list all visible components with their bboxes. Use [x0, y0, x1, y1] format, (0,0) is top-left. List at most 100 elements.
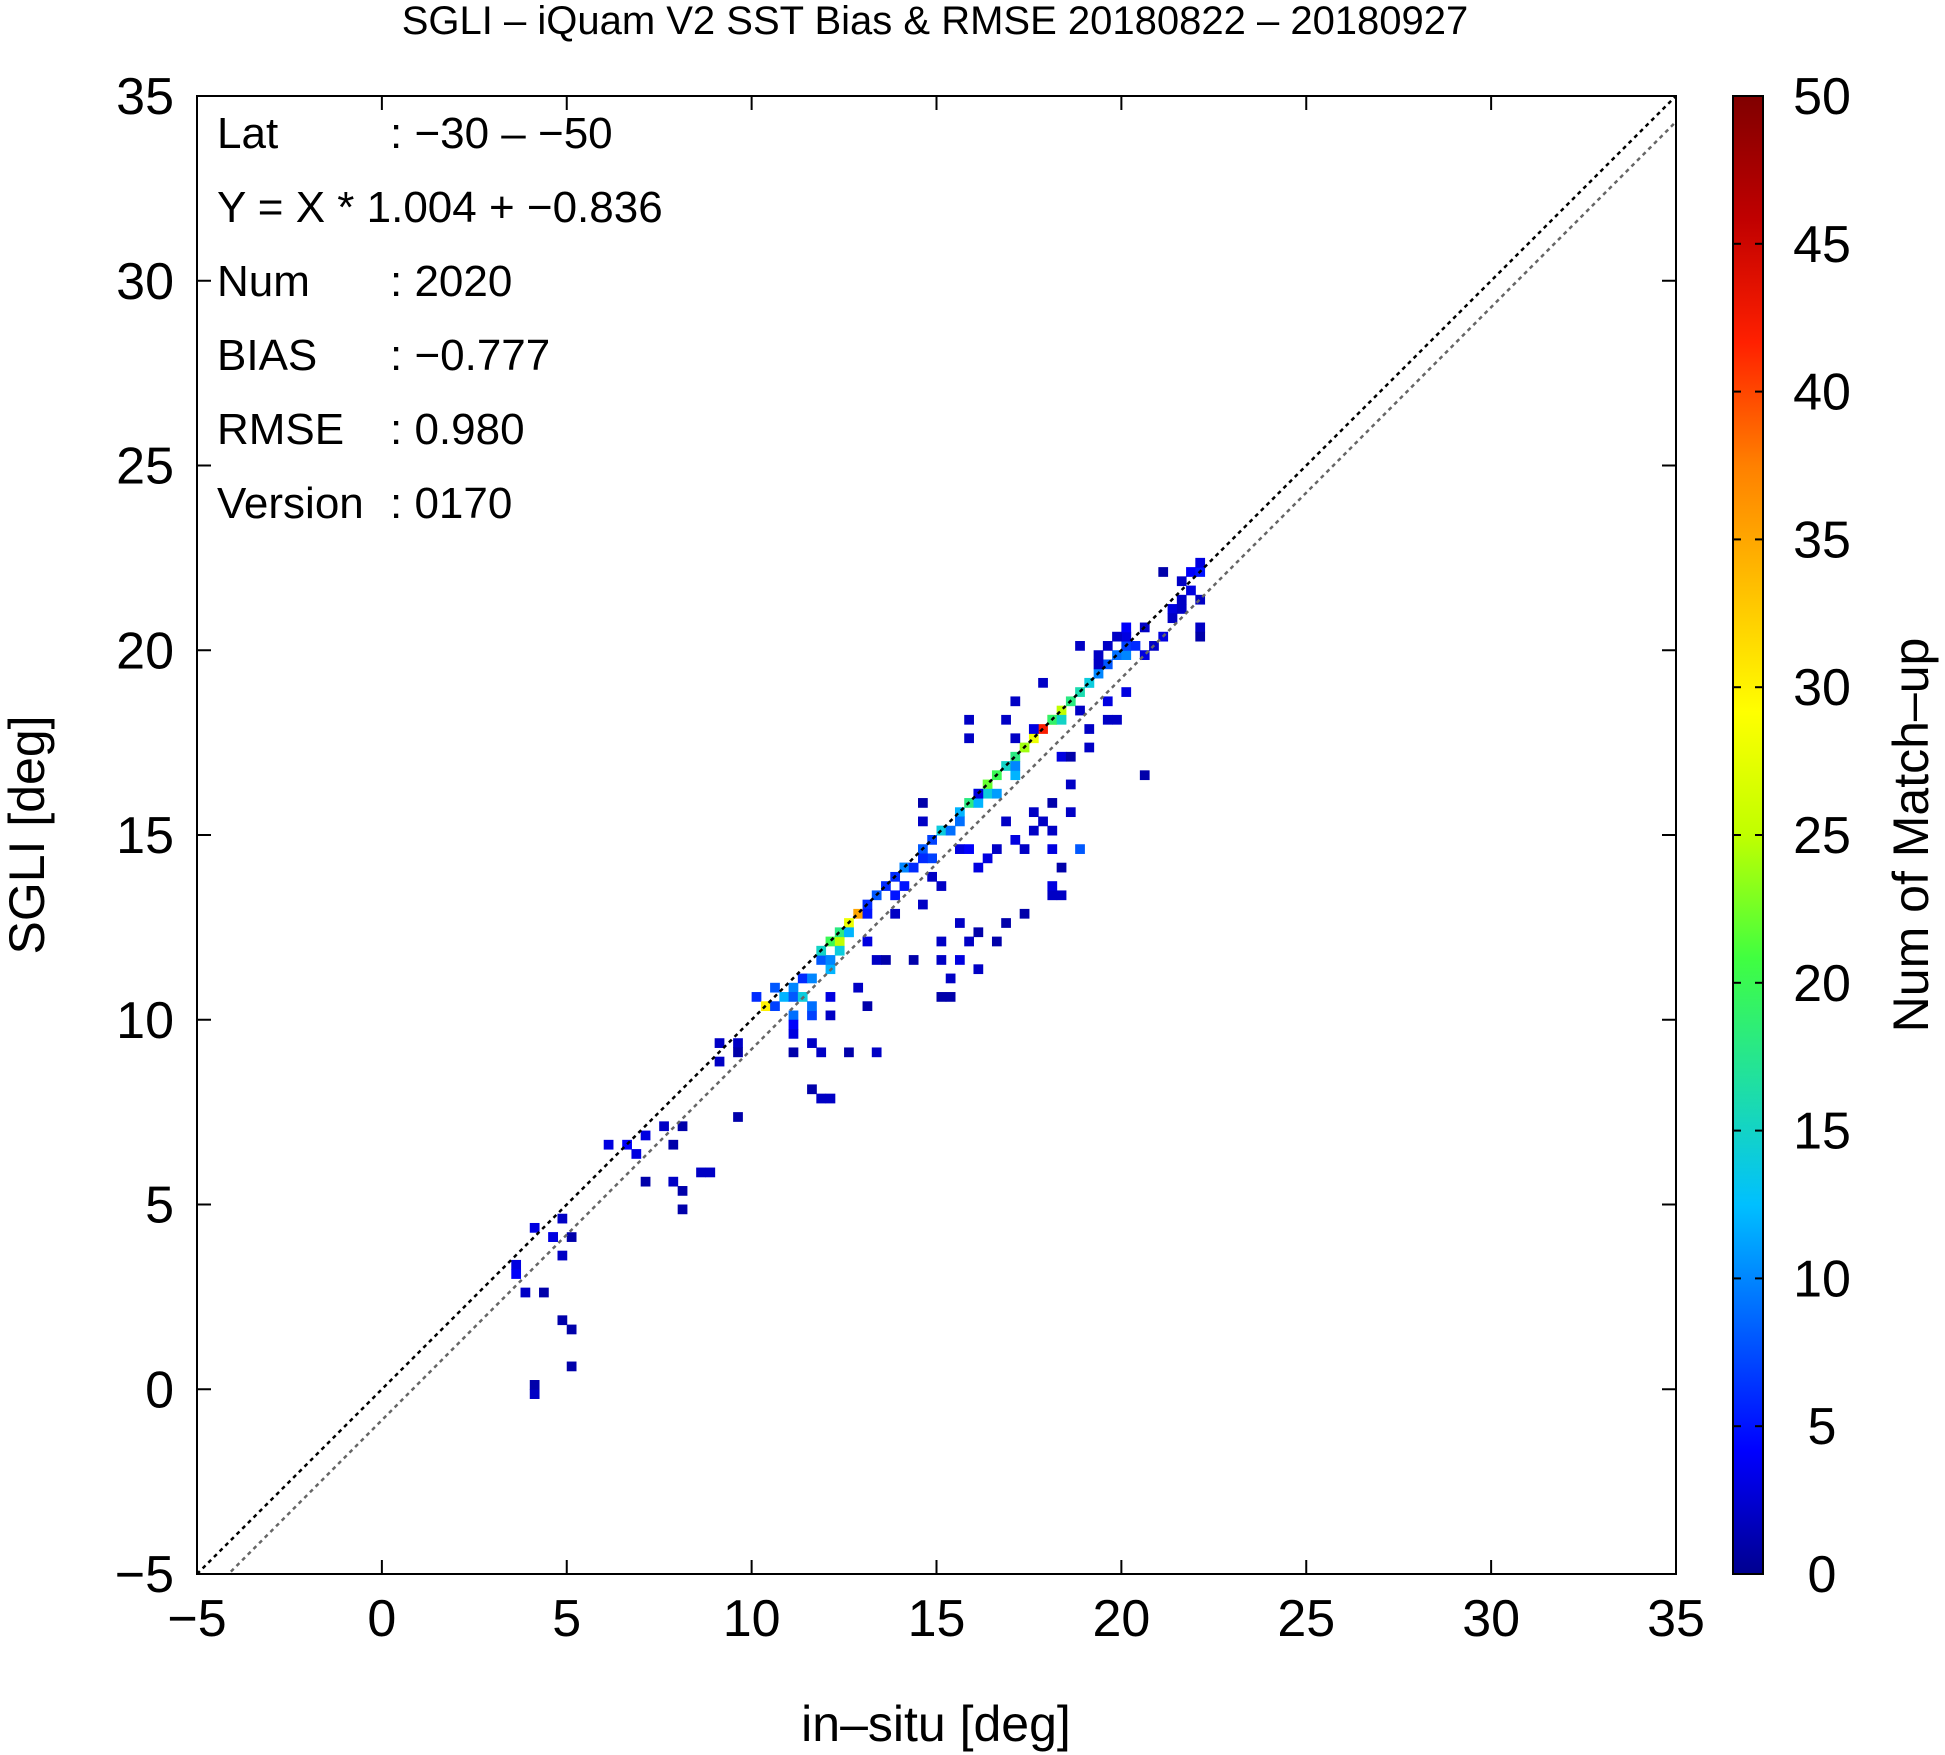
density-bin [1121, 622, 1132, 633]
x-tick-label: 10 [723, 1590, 781, 1648]
colorbar-tick-label: 35 [1793, 511, 1851, 569]
density-bin [862, 1001, 873, 1012]
density-bin [751, 992, 762, 1002]
density-bin [631, 1149, 642, 1159]
density-bin [927, 853, 937, 864]
regression-line [226, 120, 1676, 1574]
density-bin [1121, 650, 1132, 660]
density-bin [566, 1232, 577, 1242]
stat-value: : 2020 [390, 257, 512, 306]
density-bin [677, 1204, 688, 1215]
density-bin [899, 881, 910, 891]
density-bin [1047, 890, 1058, 901]
density-bin [1167, 613, 1178, 624]
density-bin [973, 927, 984, 938]
density-bin [825, 1010, 836, 1021]
stat-value: : 0170 [390, 479, 512, 528]
density-bin [1019, 844, 1030, 854]
x-tick-label: 35 [1647, 1590, 1705, 1648]
x-tick-label: 30 [1462, 1590, 1520, 1648]
density-bin [1056, 862, 1067, 873]
density-bin [807, 1084, 817, 1095]
density-bin [1093, 659, 1104, 670]
density-bin [1130, 641, 1141, 651]
y-tick-label: 0 [145, 1361, 174, 1419]
x-tick-label: 15 [908, 1590, 966, 1648]
density-bin [954, 816, 965, 827]
density-bin [918, 816, 928, 827]
density-bin [566, 1324, 577, 1335]
stat-value: : −30 – −50 [390, 109, 613, 158]
density-bin [1047, 881, 1058, 891]
density-bin [1195, 557, 1206, 568]
density-bin [548, 1232, 559, 1242]
colorbar: 0 5 10 15 20 25 30 35 40 45 50 [1732, 68, 1851, 1604]
x-tick-label: 0 [367, 1590, 396, 1648]
stat-label: Y = X * 1.004 + −0.836 [217, 183, 663, 232]
y-tick-label: 15 [116, 807, 174, 865]
density-bin [899, 862, 910, 873]
colorbar-tick-label: 5 [1808, 1398, 1837, 1456]
density-bin [1028, 825, 1039, 836]
chart-title: SGLI – iQuam V2 SST Bias & RMSE 20180822… [402, 0, 1469, 43]
density-bin [927, 871, 937, 882]
density-bin [1112, 650, 1122, 660]
density-bin [770, 982, 780, 993]
colorbar-tick-label: 30 [1793, 659, 1851, 717]
density-bin [1019, 908, 1030, 919]
density-bin [890, 908, 901, 919]
density-bin [918, 853, 928, 864]
density-bin [908, 955, 919, 965]
density-bin [1001, 714, 1011, 725]
density-bin [853, 908, 864, 919]
density-bin [936, 955, 947, 965]
density-bin [1195, 631, 1206, 642]
density-bin [1093, 650, 1104, 660]
density-bin [603, 1139, 614, 1150]
density-bin [1047, 825, 1058, 836]
density-bin [973, 862, 984, 873]
density-bin [918, 899, 928, 910]
density-bin [788, 1028, 799, 1039]
stat-label: BIAS [217, 331, 317, 380]
density-bin [945, 973, 956, 984]
density-bin [881, 955, 891, 965]
colorbar-tick-label: 10 [1793, 1250, 1851, 1308]
density-bin [1065, 779, 1076, 790]
density-bin [566, 1361, 577, 1372]
density-bin [1038, 677, 1048, 688]
density-bin [881, 881, 891, 891]
density-bin [807, 1001, 817, 1012]
density-bin [982, 779, 993, 790]
density-bin [825, 992, 836, 1002]
density-bin [964, 714, 974, 725]
y-axis-label: SGLI [deg] [0, 715, 55, 954]
density-bin [825, 955, 836, 965]
stat-label: RMSE [217, 405, 344, 454]
stat-value: : 0.980 [390, 405, 525, 454]
density-bin [733, 1047, 743, 1058]
density-bin [1056, 751, 1067, 762]
density-bin [890, 890, 901, 901]
density-bin [733, 1112, 743, 1122]
y-tick-label: 35 [116, 68, 174, 126]
density-bin [788, 982, 799, 993]
density-bin [964, 733, 974, 744]
density-bin [1112, 631, 1122, 642]
density-bin [1195, 594, 1206, 605]
density-bin [954, 955, 965, 965]
stat-label: Lat [217, 109, 278, 158]
density-bin [807, 1038, 817, 1048]
density-bin [871, 955, 882, 965]
density-bin [862, 936, 873, 947]
density-bin [1038, 816, 1048, 827]
density-bin [853, 982, 864, 993]
density-bin [1186, 585, 1196, 596]
density-bin [1010, 751, 1021, 762]
density-bin [964, 844, 974, 854]
density-bin [622, 1139, 632, 1150]
colorbar-tick-label: 0 [1808, 1546, 1837, 1604]
density-bin [1102, 641, 1113, 651]
density-bin [1075, 705, 1085, 716]
density-bin [1167, 604, 1178, 614]
